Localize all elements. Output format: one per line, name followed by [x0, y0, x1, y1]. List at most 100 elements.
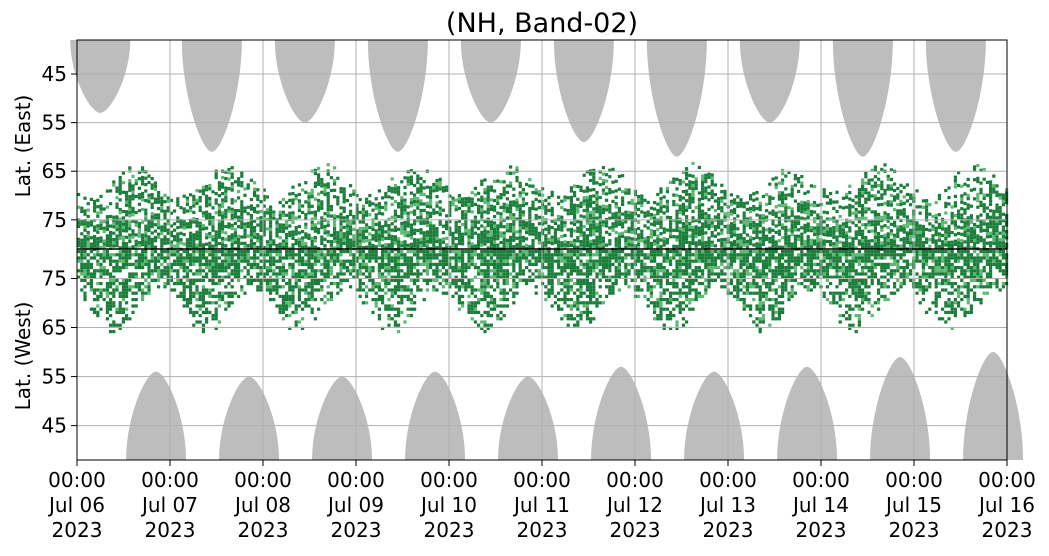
- green-cell: [489, 233, 493, 237]
- green-cell: [301, 272, 305, 276]
- green-cell: [128, 185, 132, 189]
- green-cell: [800, 200, 804, 204]
- green-cell: [707, 236, 711, 240]
- green-cell: [883, 192, 887, 196]
- green-cell: [269, 259, 273, 263]
- green-cell: [592, 226, 596, 230]
- green-cell: [262, 217, 266, 221]
- green-cell: [867, 220, 871, 224]
- green-cell: [262, 220, 266, 224]
- green-cell: [374, 256, 378, 260]
- green-cell: [227, 272, 231, 276]
- green-cell: [944, 237, 948, 241]
- green-cell: [864, 223, 868, 227]
- green-cell: [790, 213, 794, 217]
- green-cell: [953, 220, 957, 224]
- green-cell: [393, 285, 397, 289]
- green-cell: [224, 237, 228, 241]
- green-cell: [281, 223, 285, 227]
- green-cell: [77, 240, 81, 245]
- green-cell: [160, 253, 164, 257]
- green-cell: [237, 241, 241, 245]
- green-cell: [989, 180, 993, 184]
- green-cell: [777, 216, 781, 220]
- green-cell: [470, 210, 474, 214]
- green-cell: [477, 256, 481, 260]
- green-cell: [211, 235, 215, 239]
- green-cell: [409, 178, 413, 182]
- green-cell: [89, 223, 93, 227]
- green-cell: [723, 237, 727, 241]
- green-cell: [870, 210, 874, 214]
- green-cell: [144, 215, 148, 219]
- green-cell: [438, 259, 442, 263]
- green-cell: [502, 241, 506, 245]
- green-cell: [179, 222, 183, 226]
- green-cell: [864, 216, 868, 220]
- green-cell: [925, 199, 929, 203]
- green-cell: [288, 314, 292, 318]
- green-cell: [416, 177, 420, 181]
- green-cell: [307, 204, 311, 209]
- green-cell: [637, 207, 641, 211]
- green-cell: [493, 224, 497, 228]
- green-cell: [329, 272, 333, 276]
- green-cell: [944, 240, 948, 244]
- green-cell: [777, 191, 781, 195]
- green-cell: [131, 262, 135, 266]
- green-cell: [598, 224, 602, 228]
- green-cell: [198, 250, 202, 254]
- green-cell: [851, 198, 855, 202]
- green-cell: [221, 217, 225, 221]
- green-cell: [739, 201, 743, 205]
- green-cell: [966, 197, 970, 201]
- green-cell: [317, 173, 321, 177]
- green-cell: [749, 206, 753, 211]
- green-cell: [390, 304, 394, 308]
- green-cell: [448, 207, 452, 211]
- green-cell: [813, 210, 817, 214]
- green-cell: [83, 196, 87, 200]
- green-cell: [381, 205, 385, 210]
- green-cell: [973, 238, 977, 243]
- green-cell: [269, 262, 273, 266]
- green-cell: [179, 218, 183, 223]
- green-cell: [265, 253, 269, 257]
- green-cell: [445, 246, 449, 250]
- green-cell: [147, 238, 151, 242]
- green-cell: [915, 224, 919, 228]
- green-cell: [624, 242, 628, 246]
- green-cell: [451, 199, 455, 203]
- green-cell: [153, 200, 157, 204]
- green-cell: [486, 192, 490, 196]
- green-cell: [873, 242, 877, 246]
- green-cell: [278, 213, 282, 217]
- green-cell: [137, 244, 141, 248]
- green-cell: [429, 227, 433, 231]
- green-cell: [281, 298, 285, 302]
- green-cell: [464, 197, 468, 201]
- green-cell: [707, 243, 711, 247]
- green-cell: [918, 240, 922, 244]
- green-cell: [377, 189, 381, 193]
- green-cell: [137, 221, 141, 226]
- green-cell: [761, 230, 765, 234]
- green-cell: [115, 285, 119, 289]
- green-cell: [662, 243, 666, 247]
- green-cell: [518, 213, 522, 217]
- green-cell: [118, 253, 122, 257]
- green-cell: [105, 253, 109, 257]
- green-cell: [169, 278, 173, 282]
- green-cell: [80, 272, 84, 276]
- green-cell: [125, 190, 129, 195]
- green-cell: [230, 242, 234, 247]
- green-cell: [208, 266, 212, 270]
- green-cell: [99, 246, 103, 250]
- green-cell: [691, 235, 695, 239]
- green-cell: [349, 228, 353, 233]
- green-cell: [381, 298, 385, 302]
- green-cell: [848, 226, 852, 230]
- green-cell: [313, 223, 317, 227]
- green-cell: [281, 197, 285, 202]
- green-cell: [400, 225, 404, 229]
